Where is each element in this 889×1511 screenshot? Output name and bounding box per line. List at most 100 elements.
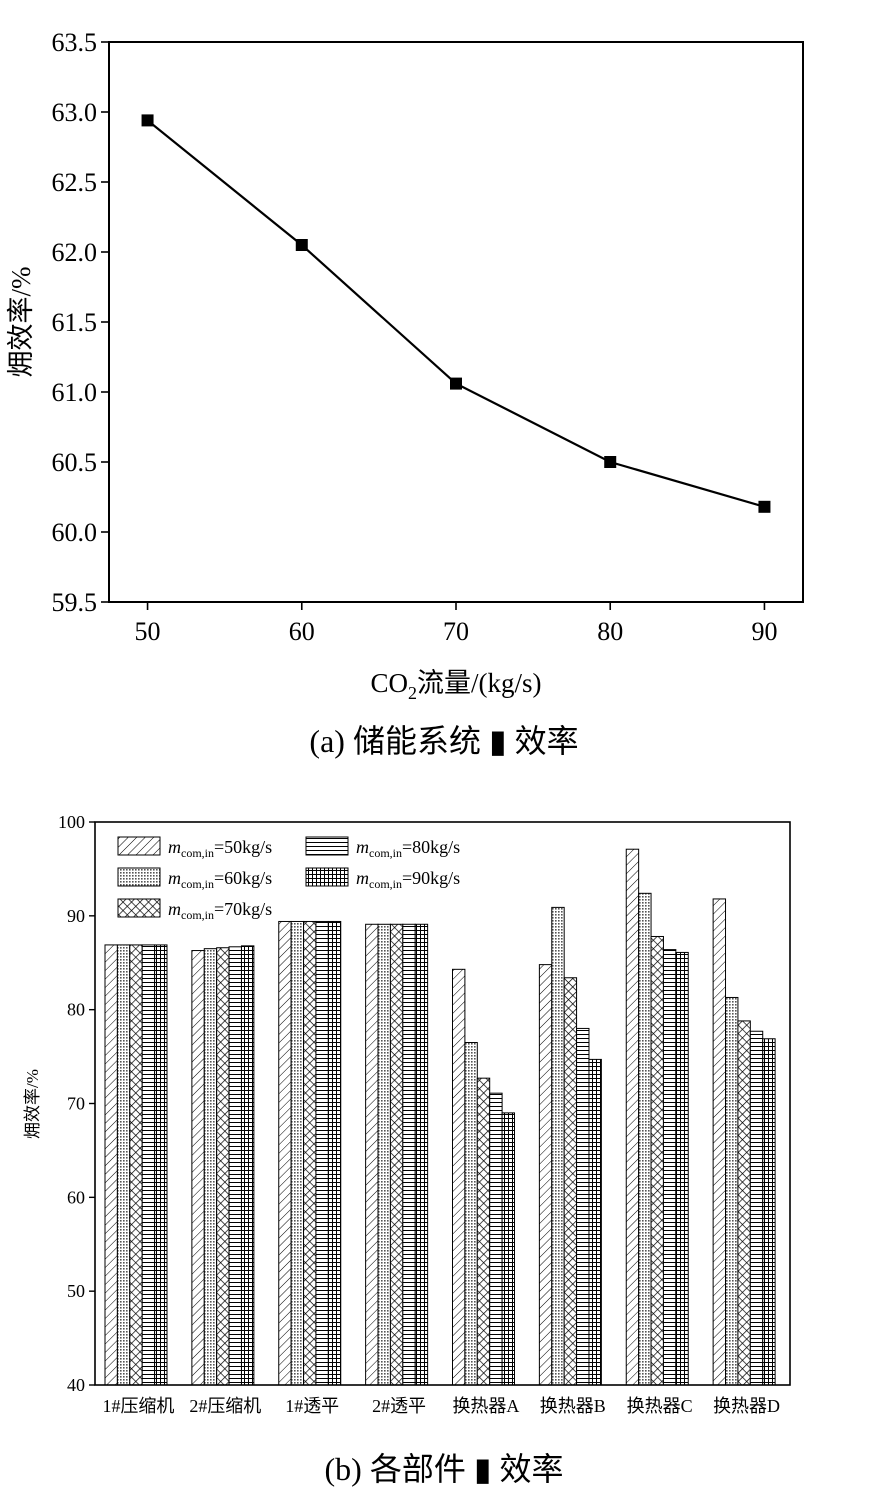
chart-b-bar <box>737 1020 751 1386</box>
chart-b-x-tick-label: 换热器B <box>540 1396 606 1416</box>
chart-a-x-axis-label-sub: 2 <box>408 683 417 703</box>
chart-a-x-tick-label: 70 <box>443 617 469 646</box>
chart-b-bar <box>154 944 168 1386</box>
chart-b-x-tick-label: 换热器D <box>713 1396 780 1416</box>
chart-b-bar <box>365 923 379 1386</box>
chart-b-x-tick-label: 1#压缩机 <box>102 1396 174 1416</box>
chart-b-x-tick-label: 2#压缩机 <box>189 1396 261 1416</box>
chart-b-bar <box>216 947 230 1386</box>
chart-a-y-tick-label: 59.5 <box>52 588 98 617</box>
chart-b-caption-suffix: 效率 <box>499 1451 563 1487</box>
chart-b-bar <box>762 1038 776 1386</box>
chart-b-bar <box>551 906 565 1386</box>
chart-b-bar <box>129 944 143 1386</box>
chart-a-series <box>141 114 771 513</box>
chart-a-y-axis: 59.5 60.0 60.5 61.0 61.5 62.0 62.5 63.0 63.5 <box>52 28 109 617</box>
chart-b-bars <box>104 848 776 1386</box>
chart-b-bar <box>588 1058 602 1386</box>
component-efficiency-bar-chart: 40 50 60 70 80 90 100 1#压缩机 2#压缩机 1#透平 2#透平 换热器A 换热… <box>23 812 791 1487</box>
chart-b-bar <box>303 920 317 1386</box>
chart-b-bar <box>240 945 255 1386</box>
chart-b-legend-label-sub: com,in <box>181 846 214 860</box>
chart-b-legend-label-main: m <box>168 837 181 857</box>
chart-b-bar <box>712 898 727 1386</box>
chart-b-legend-label-sub: com,in <box>369 877 402 891</box>
chart-a-plot-frame <box>108 41 804 603</box>
chart-b-y-tick-label: 100 <box>58 812 85 832</box>
chart-b-bar <box>675 951 689 1386</box>
chart-b-caption: (b) 各部件 ▮ 效率 <box>325 1451 564 1487</box>
chart-a-x-axis-label: CO2流量/(kg/s) <box>370 668 541 703</box>
chart-a-y-tick-label: 63.0 <box>52 98 98 127</box>
chart-a-y-tick-label: 60.5 <box>52 448 98 477</box>
chart-b-bar <box>476 1077 491 1386</box>
chart-b-x-axis: 1#压缩机 2#压缩机 1#透平 2#透平 换热器A 换热器B 换热器C 换热器D <box>102 1396 780 1416</box>
system-efficiency-line-chart: 59.5 60.0 60.5 61.0 61.5 62.0 62.5 63.0 63.5 50 6… <box>6 28 804 759</box>
chart-a-y-tick-label: 63.5 <box>52 28 98 57</box>
chart-a-x-tick-label: 60 <box>289 617 315 646</box>
chart-b-y-tick-label: 80 <box>67 1000 85 1020</box>
chart-a-caption-prefix: (a) 储能系统 <box>309 723 481 759</box>
chart-a-y-tick-label: 62.5 <box>52 168 98 197</box>
chart-b-y-tick-label: 50 <box>67 1281 85 1301</box>
chart-b-bar <box>278 920 292 1386</box>
chart-a-y-tick-label: 61.0 <box>52 378 98 407</box>
chart-b-legend-label-main: m <box>356 868 369 888</box>
chart-b-legend-label-sub: com,in <box>369 846 402 860</box>
chart-b-bar <box>576 1027 590 1386</box>
chart-a-x-tick-label: 50 <box>135 617 161 646</box>
chart-a-x-axis-label-main: CO <box>370 668 408 698</box>
chart-b-legend-label-rest: =60kg/s <box>214 868 272 888</box>
chart-b-x-tick-label: 换热器A <box>452 1396 519 1416</box>
chart-a-x-axis: 50 60 70 80 90 <box>135 602 777 646</box>
chart-b-legend-label: mcom,in=50kg/s <box>168 837 272 860</box>
chart-b-y-tick-label: 90 <box>67 906 85 926</box>
chart-b-bar <box>625 848 640 1386</box>
chart-b-bar <box>501 1112 516 1386</box>
chart-a-y-tick-label: 61.5 <box>52 308 98 337</box>
chart-b-legend-label: mcom,in=60kg/s <box>168 868 272 891</box>
chart-b-bar <box>662 949 677 1386</box>
chart-a-data-point <box>450 377 462 390</box>
chart-b-y-tick-label: 70 <box>67 1094 85 1114</box>
chart-b-y-tick-label: 60 <box>67 1187 85 1207</box>
chart-b-legend-label-rest: =80kg/s <box>402 837 460 857</box>
chart-b-bar <box>116 944 131 1386</box>
chart-b-legend-label-rest: =90kg/s <box>402 868 460 888</box>
chart-b-bar <box>725 996 739 1386</box>
chart-b-bar <box>141 944 156 1386</box>
chart-b-legend-label-main: m <box>168 868 181 888</box>
chart-b-bar <box>290 920 305 1386</box>
chart-b-bar <box>228 946 242 1386</box>
chart-b-bar <box>414 923 429 1386</box>
chart-a-data-point <box>604 456 617 468</box>
chart-a-series-line <box>146 119 765 508</box>
chart-b-bar <box>315 920 329 1386</box>
chart-b-y-axis-label: 㶲效率/% <box>23 1069 42 1139</box>
chart-b-legend-label-rest: =70kg/s <box>214 899 272 919</box>
chart-b-legend-label-sub: com,in <box>181 908 214 922</box>
chart-b-legend-label-rest: =50kg/s <box>214 837 272 857</box>
chart-b-legend-swatch <box>117 867 161 887</box>
chart-b-bar <box>402 923 416 1386</box>
chart-b-legend-label: mcom,in=90kg/s <box>356 868 460 891</box>
chart-a-x-tick-label: 90 <box>751 617 777 646</box>
chart-a-caption-suffix: 效率 <box>515 723 579 759</box>
chart-b-bar <box>452 968 466 1386</box>
chart-b-legend-swatch <box>305 867 349 887</box>
chart-b-legend-label: mcom,in=70kg/s <box>168 899 272 922</box>
chart-a-y-tick-label: 60.0 <box>52 518 98 547</box>
chart-b-bar <box>203 948 218 1386</box>
chart-b-bar <box>563 977 578 1386</box>
chart-b-bar <box>538 964 553 1386</box>
chart-b-bar <box>389 923 404 1386</box>
chart-b-y-axis: 40 50 60 70 80 90 100 <box>58 812 95 1395</box>
chart-a-y-axis-label: 㶲效率/% <box>6 267 36 378</box>
chart-b-caption-prefix: (b) 各部件 <box>325 1451 466 1487</box>
chart-b-bar <box>638 892 652 1386</box>
chart-b-legend-label: mcom,in=80kg/s <box>356 837 460 860</box>
chart-b-bar <box>191 950 205 1386</box>
chart-b-bar <box>377 923 391 1386</box>
chart-b-legend-label-main: m <box>168 899 181 919</box>
chart-b-bar <box>464 1042 478 1386</box>
